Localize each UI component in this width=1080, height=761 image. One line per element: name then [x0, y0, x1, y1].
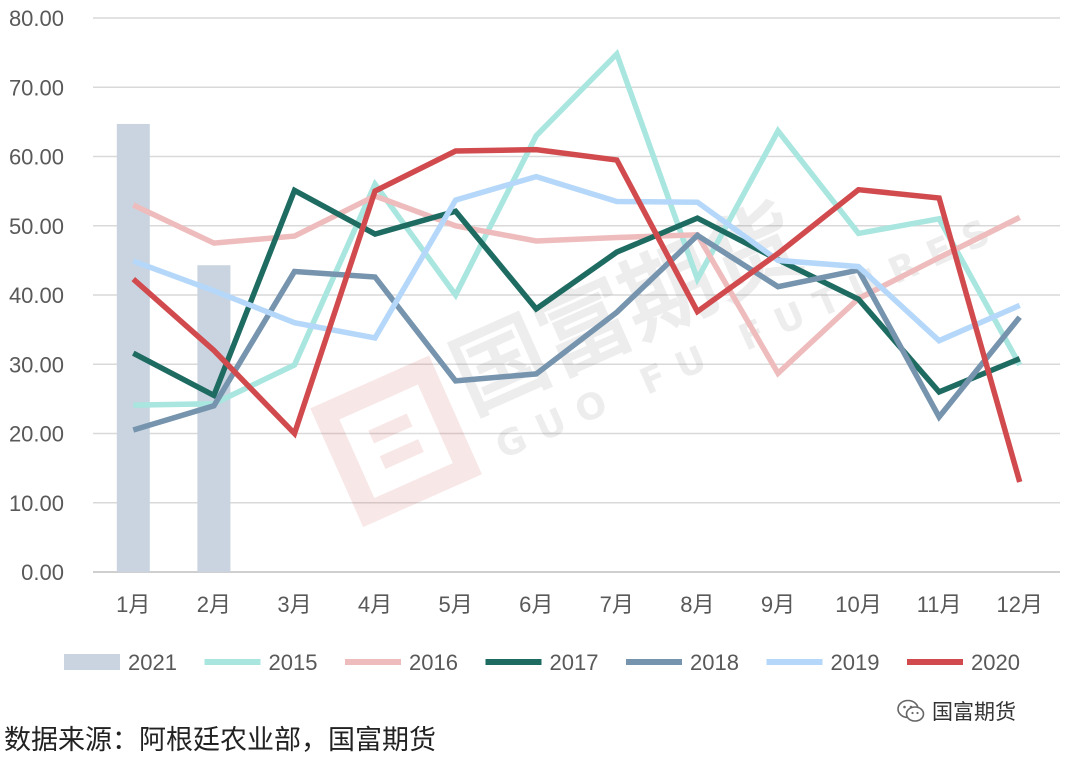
- wechat-account-name: 国富期货: [932, 700, 1016, 724]
- y-tick-label: 20.00: [9, 422, 64, 447]
- line-2020: [131, 146, 1023, 483]
- legend-label-2015: 2015: [269, 650, 318, 675]
- legend-label-2016: 2016: [409, 650, 458, 675]
- watermark-logo-icon: [310, 355, 482, 528]
- y-axis: 0.00 10.00 20.00 30.00 40.00 50.00 60.00 70.00 8…: [9, 6, 64, 585]
- y-tick-label: 60.00: [9, 145, 64, 170]
- x-tick-label: 11月: [917, 592, 962, 617]
- x-tick-label: 5月: [439, 592, 473, 617]
- legend-label-2018: 2018: [690, 650, 739, 675]
- x-tick-label: 2月: [197, 592, 231, 617]
- y-tick-label: 70.00: [9, 75, 64, 100]
- x-tick-label: 6月: [519, 592, 553, 617]
- x-tick-label: 3月: [277, 592, 311, 617]
- line-2015: [133, 48, 1023, 408]
- line-series: [131, 48, 1023, 483]
- x-axis: 1月 2月 3月 4月 5月 6月 7月 8月 9月 10月 11月 12月: [116, 592, 1043, 617]
- chart: 0.00 10.00 20.00 30.00 40.00 50.00 60.00 70.00 8…: [9, 6, 1060, 675]
- wechat-icon: [897, 699, 925, 722]
- legend: 2021 2015 2016 2017 2018 2019 2020: [64, 650, 1020, 675]
- x-tick-label: 7月: [600, 592, 634, 617]
- bar-series: [116, 123, 231, 572]
- x-tick-label: 10月: [835, 592, 881, 617]
- x-tick-label: 8月: [680, 592, 714, 617]
- line-2019: [132, 173, 1021, 344]
- y-tick-label: 30.00: [9, 352, 64, 377]
- y-tick-label: 40.00: [9, 283, 64, 308]
- line-2017: [132, 186, 1021, 400]
- x-tick-label: 1月: [116, 592, 150, 617]
- y-tick-label: 0.00: [21, 560, 64, 585]
- legend-label-2019: 2019: [831, 650, 880, 675]
- bar-2021: [197, 265, 231, 572]
- legend-label-2020: 2020: [971, 650, 1020, 675]
- legend-label-2021: 2021: [128, 650, 177, 675]
- wechat-badge: 国富期货: [896, 696, 1016, 726]
- x-tick-label: 9月: [761, 592, 795, 617]
- legend-label-2017: 2017: [550, 650, 599, 675]
- y-tick-label: 10.00: [9, 491, 64, 516]
- y-tick-label: 80.00: [9, 6, 64, 31]
- source-note: 数据来源：阿根廷农业部，国富期货: [4, 725, 436, 756]
- legend-swatch-2021: [64, 654, 120, 670]
- x-tick-label: 12月: [996, 592, 1042, 617]
- bar-2021: [116, 123, 150, 572]
- y-tick-label: 50.00: [9, 214, 64, 239]
- line-2018: [132, 231, 1022, 433]
- x-tick-label: 4月: [358, 592, 392, 617]
